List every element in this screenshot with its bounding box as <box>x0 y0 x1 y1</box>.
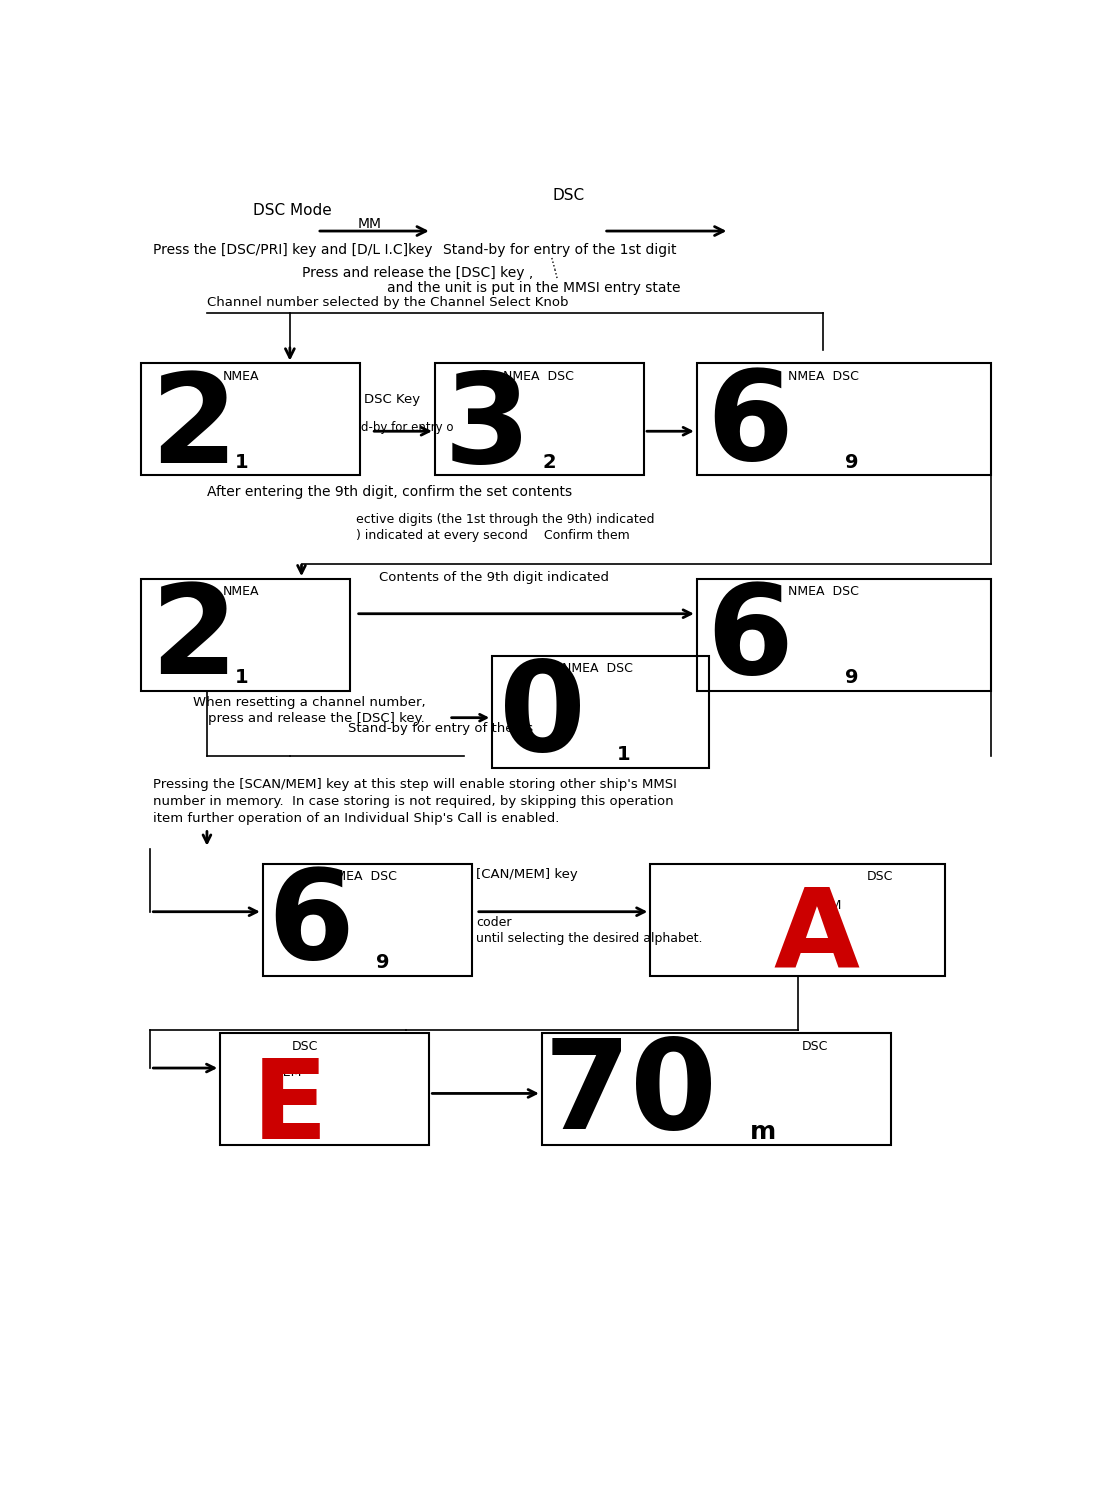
Text: NMEA  DSC: NMEA DSC <box>788 369 859 383</box>
Text: NMEA: NMEA <box>222 369 259 383</box>
Text: 2: 2 <box>543 453 556 472</box>
Text: Press and release the [DSC] key ,: Press and release the [DSC] key , <box>302 265 533 280</box>
Text: NMEA  DSC: NMEA DSC <box>326 870 397 883</box>
Text: ) indicated at every second    Confirm them: ) indicated at every second Confirm them <box>355 529 629 542</box>
Text: and the unit is put in the MMSI entry state: and the unit is put in the MMSI entry st… <box>386 281 680 295</box>
Text: [CAN/MEM] key: [CAN/MEM] key <box>476 868 577 881</box>
Bar <box>263 864 472 975</box>
Text: Contents of the 9th digit indicated: Contents of the 9th digit indicated <box>379 572 609 584</box>
Text: coder: coder <box>476 916 512 929</box>
Text: 6: 6 <box>706 579 793 700</box>
Bar <box>141 579 351 691</box>
Bar <box>542 1033 890 1145</box>
Text: NMEA: NMEA <box>222 585 259 599</box>
Text: 0: 0 <box>500 655 586 777</box>
Text: DSC Key: DSC Key <box>363 393 420 405</box>
Text: 6: 6 <box>706 365 793 485</box>
Text: 70: 70 <box>544 1035 718 1155</box>
Text: Pressing the [SCAN/MEM] key at this step will enable storing other ship's MMSI: Pressing the [SCAN/MEM] key at this step… <box>153 777 677 791</box>
Text: Press the [DSC/PRI] key and [D/L I.C]key: Press the [DSC/PRI] key and [D/L I.C]key <box>153 243 432 258</box>
Text: m: m <box>749 1120 776 1144</box>
Text: When resetting a channel number,: When resetting a channel number, <box>193 697 425 709</box>
Text: 2: 2 <box>150 579 238 700</box>
Bar <box>220 1033 430 1145</box>
Text: press and release the [DSC] key.: press and release the [DSC] key. <box>209 712 425 725</box>
Text: Channel number selected by the Channel Select Knob: Channel number selected by the Channel S… <box>206 296 568 308</box>
Text: 3: 3 <box>444 368 531 490</box>
Text: 9: 9 <box>376 953 390 972</box>
Text: After entering the 9th digit, confirm the set contents: After entering the 9th digit, confirm th… <box>206 485 572 499</box>
Text: item further operation of an Individual Ship's Call is enabled.: item further operation of an Individual … <box>153 812 559 825</box>
Text: 6: 6 <box>268 864 354 984</box>
Text: NMEA  DSC: NMEA DSC <box>562 663 633 675</box>
Text: Stand-by for entry of the 1s: Stand-by for entry of the 1s <box>349 722 533 734</box>
Text: ective digits (the 1st through the 9th) indicated: ective digits (the 1st through the 9th) … <box>355 512 654 526</box>
Text: DSC: DSC <box>553 188 585 203</box>
Bar <box>141 363 360 475</box>
Bar <box>492 657 709 768</box>
Bar <box>697 363 991 475</box>
Text: DSC: DSC <box>867 870 894 883</box>
Text: NMEA  DSC: NMEA DSC <box>788 585 859 599</box>
Text: 2: 2 <box>150 368 238 490</box>
Text: MM: MM <box>357 217 382 231</box>
Text: A: A <box>774 883 860 990</box>
Text: d-by for entry o: d-by for entry o <box>361 421 454 435</box>
Text: E: E <box>252 1056 327 1163</box>
Text: MEM: MEM <box>273 1066 302 1078</box>
Text: Stand-by for entry of the 1st digit: Stand-by for entry of the 1st digit <box>443 243 677 258</box>
Bar <box>650 864 945 975</box>
Text: until selecting the desired alphabet.: until selecting the desired alphabet. <box>476 932 703 944</box>
Text: 9: 9 <box>845 669 858 686</box>
Text: number in memory.  In case storing is not required, by skipping this operation: number in memory. In case storing is not… <box>153 795 674 807</box>
Text: 1: 1 <box>235 669 249 686</box>
Text: NMEA  DSC: NMEA DSC <box>503 369 574 383</box>
Text: DSC: DSC <box>292 1039 319 1053</box>
Text: MEM: MEM <box>813 899 842 911</box>
Text: 1: 1 <box>235 453 249 472</box>
Text: 9: 9 <box>845 453 858 472</box>
Text: DSC: DSC <box>801 1039 828 1053</box>
Text: 1: 1 <box>617 744 630 764</box>
Text: DSC Mode: DSC Mode <box>253 204 332 219</box>
Bar <box>435 363 644 475</box>
Bar <box>697 579 991 691</box>
